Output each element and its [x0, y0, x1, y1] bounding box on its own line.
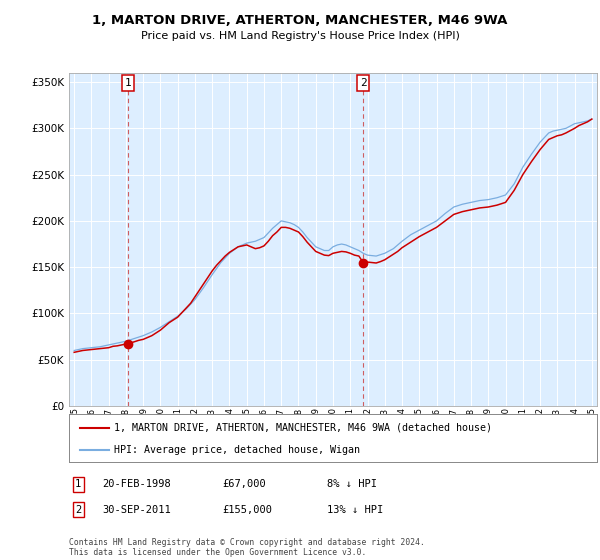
Text: 1, MARTON DRIVE, ATHERTON, MANCHESTER, M46 9WA (detached house): 1, MARTON DRIVE, ATHERTON, MANCHESTER, M…	[114, 423, 492, 433]
Text: 1: 1	[125, 78, 131, 88]
Text: 20-FEB-1998: 20-FEB-1998	[102, 479, 171, 489]
Text: Price paid vs. HM Land Registry's House Price Index (HPI): Price paid vs. HM Land Registry's House …	[140, 31, 460, 41]
Text: 2: 2	[360, 78, 367, 88]
Text: 2: 2	[75, 505, 81, 515]
Text: £155,000: £155,000	[222, 505, 272, 515]
Text: 1, MARTON DRIVE, ATHERTON, MANCHESTER, M46 9WA: 1, MARTON DRIVE, ATHERTON, MANCHESTER, M…	[92, 14, 508, 27]
Text: 1: 1	[75, 479, 81, 489]
Text: £67,000: £67,000	[222, 479, 266, 489]
Text: 8% ↓ HPI: 8% ↓ HPI	[327, 479, 377, 489]
Text: 30-SEP-2011: 30-SEP-2011	[102, 505, 171, 515]
Text: Contains HM Land Registry data © Crown copyright and database right 2024.
This d: Contains HM Land Registry data © Crown c…	[69, 538, 425, 557]
Text: HPI: Average price, detached house, Wigan: HPI: Average price, detached house, Wiga…	[114, 445, 360, 455]
Text: 13% ↓ HPI: 13% ↓ HPI	[327, 505, 383, 515]
